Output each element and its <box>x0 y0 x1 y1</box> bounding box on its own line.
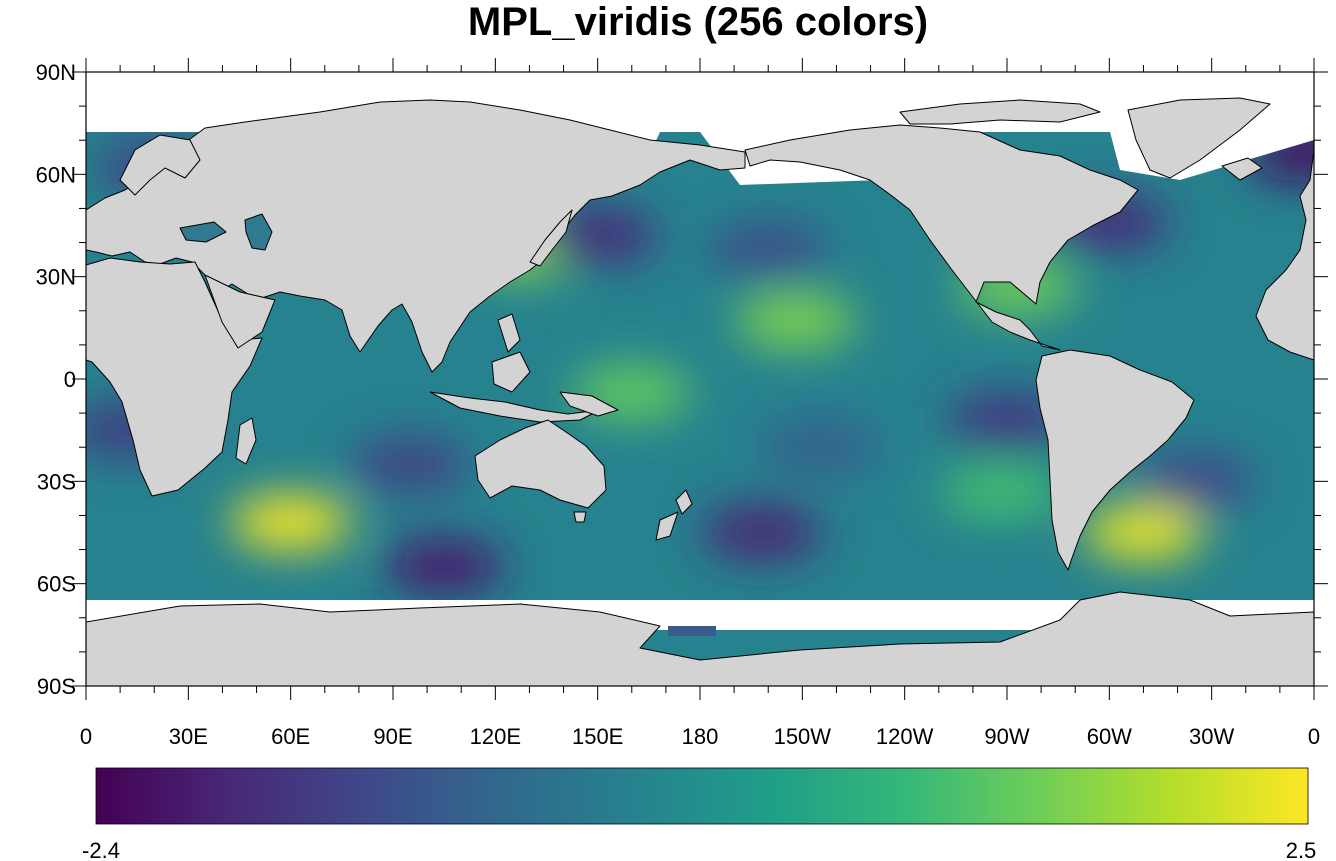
lon-tick-label: 120E <box>470 724 521 749</box>
anomaly-blob-7 <box>384 538 505 595</box>
lat-tick-label: 30N <box>36 265 76 290</box>
lon-tick-label: 30E <box>169 724 208 749</box>
map-plot-area <box>86 72 1314 686</box>
anomaly-blob-14 <box>350 436 471 493</box>
lon-tick-label: 60E <box>271 724 310 749</box>
anomaly-blob-9 <box>701 504 822 561</box>
anomaly-blob-16 <box>1134 453 1255 510</box>
land-iceland <box>1221 157 1263 181</box>
lat-tick-label: 90N <box>36 60 76 85</box>
land-philippines <box>497 313 521 353</box>
land-arabia <box>204 274 276 349</box>
land-new-guinea <box>559 391 619 417</box>
colorbar-min-label: -2.4 <box>82 838 120 861</box>
land-north-america <box>744 124 1139 351</box>
anomaly-blob-10 <box>947 391 1067 448</box>
land-tasmania <box>573 511 587 523</box>
colorbar <box>95 767 1309 825</box>
land-greenland <box>1127 97 1271 179</box>
land-africa <box>86 257 263 497</box>
land-japan <box>529 209 573 267</box>
lon-tick-label: 120W <box>876 724 934 749</box>
lon-tick-label: 0 <box>80 724 92 749</box>
lon-tick-label: 60W <box>1087 724 1132 749</box>
lat-tick-label: 60N <box>36 162 76 187</box>
axis-tick-labels: 0 30E 60E 90E 120E 150E 180 150W 120W 90W 60W 30W 09… <box>36 60 1320 749</box>
lat-tick-label: 90S <box>37 674 76 699</box>
water-black-sea <box>179 221 227 243</box>
anomaly-blob-6 <box>940 463 1061 520</box>
land-antarctica <box>86 591 1314 686</box>
land-south-america <box>1035 349 1195 571</box>
lon-tick-label: 150W <box>774 724 832 749</box>
anomaly-blob-0 <box>230 494 351 551</box>
anomaly-blob-17 <box>759 419 880 476</box>
lat-tick-label: 60S <box>37 572 76 597</box>
lat-tick-label: 30S <box>37 469 76 494</box>
land-australia <box>474 419 607 509</box>
anomaly-blob-1 <box>1083 504 1204 561</box>
lat-tick-label: 0 <box>64 367 76 392</box>
anomaly-blob-2 <box>735 293 856 350</box>
lon-tick-label: 90W <box>984 724 1029 749</box>
lon-tick-label: 150E <box>572 724 623 749</box>
land-madagascar <box>235 417 257 465</box>
lon-tick-label: 0 <box>1308 724 1320 749</box>
land-new-zealand <box>655 489 693 541</box>
lon-tick-label: 180 <box>682 724 719 749</box>
map-title: MPL_viridis (256 colors) <box>467 0 929 44</box>
anomaly-blob-15 <box>708 221 829 278</box>
lon-tick-label: 30W <box>1189 724 1234 749</box>
lon-tick-label: 90E <box>373 724 412 749</box>
axis-ticks <box>72 58 1328 700</box>
land-borneo <box>491 351 531 393</box>
water-caspian <box>244 213 273 251</box>
land-europe-west <box>1255 149 1314 361</box>
land-arctic-islands <box>899 99 1101 125</box>
land-scandinavia <box>119 134 201 196</box>
land-masses <box>86 97 1314 686</box>
ross-sea-cell <box>668 626 716 636</box>
colorbar-max-label: 2.5 <box>1286 838 1317 861</box>
